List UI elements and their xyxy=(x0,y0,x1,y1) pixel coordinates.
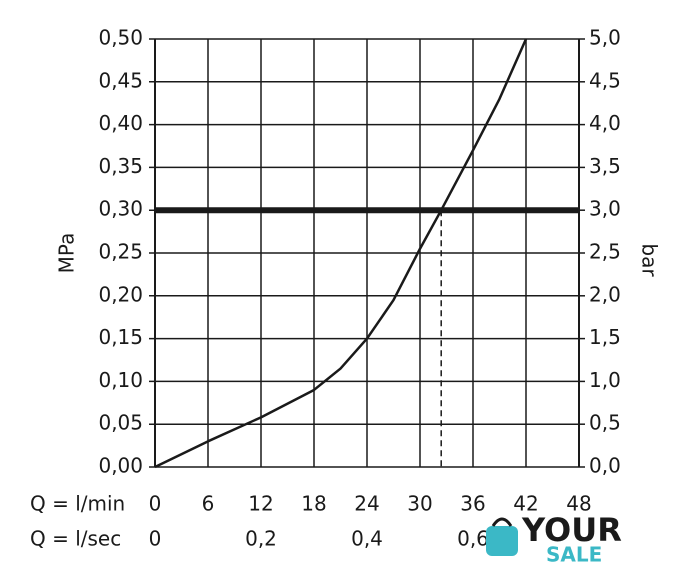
x2-tick-label: 0,4 xyxy=(351,527,383,551)
y-tick-label: 0,15 xyxy=(98,325,143,349)
watermark: YOUR SALE xyxy=(486,511,622,567)
y-tick-label: 0,30 xyxy=(98,197,143,221)
y2-tick-label: 1,5 xyxy=(589,325,621,349)
y-axis-label: MPa xyxy=(55,233,79,274)
logo-text: SALE xyxy=(546,543,602,567)
y-tick-label: 0,35 xyxy=(98,154,143,178)
y2-tick-label: 2,0 xyxy=(589,282,621,306)
x-axis-label: Q = l/min xyxy=(30,492,125,516)
y-tick-label: 0,50 xyxy=(98,26,143,50)
y2-tick-label: 1,0 xyxy=(589,368,621,392)
x-tick-label: 6 xyxy=(202,492,215,516)
y-tick-label: 0,40 xyxy=(98,111,143,135)
x2-tick-label: 0 xyxy=(149,527,162,551)
x-tick-label: 36 xyxy=(460,492,485,516)
y2-tick-label: 5,0 xyxy=(589,26,621,50)
y-tick-label: 0,25 xyxy=(98,240,143,264)
y-tick-label: 0,00 xyxy=(98,454,143,478)
x2-tick-label: 0,2 xyxy=(245,527,277,551)
x2-axis-label: Q = l/sec xyxy=(30,527,121,551)
x-tick-label: 18 xyxy=(301,492,326,516)
x-tick-label: 48 xyxy=(566,492,591,516)
y2-tick-label: 0,0 xyxy=(589,454,621,478)
x-tick-label: 30 xyxy=(407,492,432,516)
y-tick-label: 0,05 xyxy=(98,411,143,435)
y2-tick-label: 4,5 xyxy=(589,68,621,92)
x2-tick-label: 0,6 xyxy=(457,527,489,551)
x-tick-label: 0 xyxy=(149,492,162,516)
data-line xyxy=(154,38,528,469)
logo-handle xyxy=(491,517,513,527)
plot: 0 6 12 18 24 30 36 42 48 0 0,2 0,4 0,6 0,00 0,05 0,10 0,… xyxy=(98,26,620,551)
logo-text: YOUR xyxy=(521,511,622,549)
y2-tick-label: 3,5 xyxy=(589,154,621,178)
y2-axis-label: bar xyxy=(638,243,662,277)
y2-tick-label: 4,0 xyxy=(589,111,621,135)
x-tick-label: 12 xyxy=(248,492,273,516)
y-tick-label: 0,45 xyxy=(98,68,143,92)
y2-tick-label: 0,5 xyxy=(589,411,621,435)
y-tick-label: 0,10 xyxy=(98,368,143,392)
x-tick-label: 42 xyxy=(513,492,538,516)
y2-tick-label: 2,5 xyxy=(589,240,621,264)
y-tick-label: 0,20 xyxy=(98,282,143,306)
y2-tick-label: 3,0 xyxy=(589,197,621,221)
x-tick-label: 24 xyxy=(354,492,379,516)
logo-icon xyxy=(486,526,518,556)
